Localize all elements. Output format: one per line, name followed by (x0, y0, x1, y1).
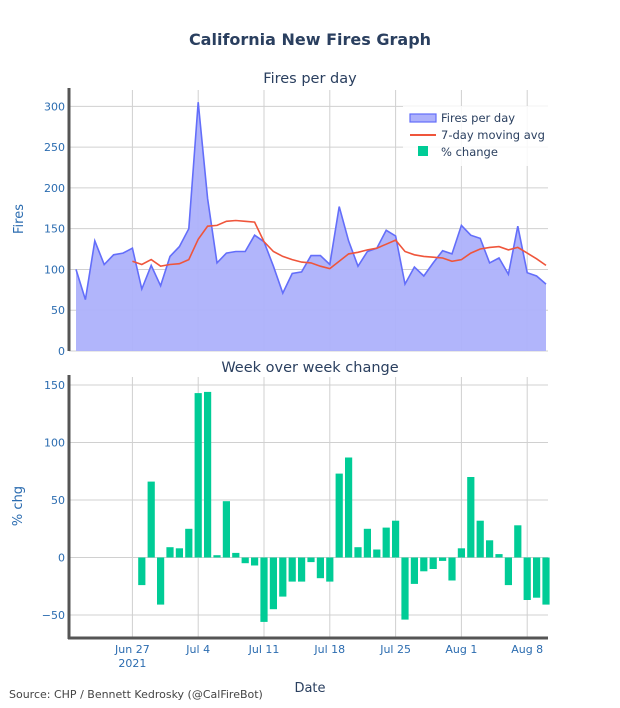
bar-pct-change (157, 557, 165, 605)
bottom-y-tick-label: 150 (44, 379, 65, 392)
bar-pct-change (486, 540, 494, 558)
bar-pct-change (392, 520, 400, 558)
bar-pct-change (373, 549, 381, 558)
bar-pct-change (410, 557, 418, 584)
top-y-tick-label: 150 (44, 223, 65, 236)
bottom-y-tick-label: 50 (51, 494, 65, 507)
bar-pct-change (504, 557, 512, 586)
bottom-y-tick-label: 100 (44, 437, 65, 450)
bar-pct-change (288, 557, 296, 582)
x-tick-label: Jul 4 (185, 643, 210, 656)
bar-pct-change (175, 548, 183, 558)
bar-pct-change (298, 557, 306, 582)
bottom-y-tick-label: 0 (58, 552, 65, 565)
x-tick-label: Jul 18 (313, 643, 345, 656)
x-tick-sublabel: 2021 (118, 657, 146, 670)
bar-pct-change (495, 554, 503, 558)
bar-pct-change (335, 473, 343, 558)
bottom-subplot-title: Week over week change (221, 360, 398, 376)
legend-label-7-day-moving-avg: 7-day moving avg (441, 128, 545, 142)
plot-layer: 0 50 100 150 200 250 300 −50 0 50 100 150 Jun 272021… (42, 88, 550, 670)
bar-pct-change (138, 557, 146, 586)
bar-pct-change (420, 557, 428, 572)
x-tick-label: Aug 8 (511, 643, 543, 656)
bar-pct-change (514, 525, 522, 558)
top-y-tick-label: 50 (51, 304, 65, 317)
bottom-y-tick-label: −50 (42, 609, 65, 622)
bar-pct-change (448, 557, 456, 581)
series-area-fires-per-day (76, 102, 546, 351)
bar-pct-change (185, 528, 193, 558)
source-caption: Source: CHP / Bennett Kedrosky (@CalFire… (9, 688, 263, 701)
bar-pct-change (213, 555, 221, 558)
bar-pct-change (363, 528, 371, 558)
x-axis-label: Date (294, 681, 325, 696)
bar-pct-change (204, 391, 212, 558)
bar-pct-change (222, 501, 230, 558)
legend: Fires per day 7-day moving avg % change (403, 106, 549, 166)
x-tick-label: Jul 25 (379, 643, 411, 656)
bar-pct-change (457, 548, 465, 558)
legend-swatch-fires-per-day (409, 113, 437, 123)
bar-pct-change (166, 547, 174, 558)
bar-pct-change (354, 547, 362, 558)
bar-pct-change (542, 557, 550, 605)
bar-pct-change (147, 481, 155, 558)
bar-pct-change (241, 557, 249, 564)
top-y-axis-label: Fires (12, 204, 27, 234)
legend-label-pct-change: % change (441, 145, 498, 159)
x-tick-label: Jul 11 (248, 643, 280, 656)
bottom-y-axis-label: % chg (11, 486, 26, 526)
top-subplot-title: Fires per day (263, 71, 357, 87)
bar-pct-change (260, 557, 268, 622)
bar-pct-change (194, 393, 202, 558)
bar-pct-change (279, 557, 287, 597)
top-y-tick-label: 0 (58, 345, 65, 358)
x-tick-label: Aug 1 (445, 643, 477, 656)
top-y-tick-label: 200 (44, 182, 65, 195)
legend-swatch-pct-change (418, 146, 428, 156)
chart-title: California New Fires Graph (189, 30, 431, 49)
bar-pct-change (533, 557, 541, 598)
bar-pct-change (316, 557, 324, 579)
bar-pct-change (307, 557, 315, 563)
top-y-tick-label: 300 (44, 100, 65, 113)
series-line-fires-per-day (75, 102, 547, 300)
bar-pct-change (232, 552, 240, 558)
bar-pct-change (523, 557, 531, 600)
bar-pct-change (269, 557, 277, 610)
x-tick-label: Jun 27 (114, 643, 150, 656)
series-line-7-day-moving-avg (132, 219, 547, 270)
bar-pct-change (345, 457, 353, 558)
bar-pct-change (439, 557, 447, 561)
top-y-tick-label: 100 (44, 263, 65, 276)
bar-pct-change (429, 557, 437, 569)
bar-pct-change (382, 527, 390, 558)
legend-label-fires-per-day: Fires per day (441, 111, 515, 125)
bar-pct-change (467, 477, 475, 558)
top-y-tick-label: 250 (44, 141, 65, 154)
bar-pct-change (251, 557, 259, 566)
bar-pct-change (476, 520, 484, 558)
bar-pct-change (401, 557, 409, 620)
bar-pct-change (326, 557, 334, 582)
